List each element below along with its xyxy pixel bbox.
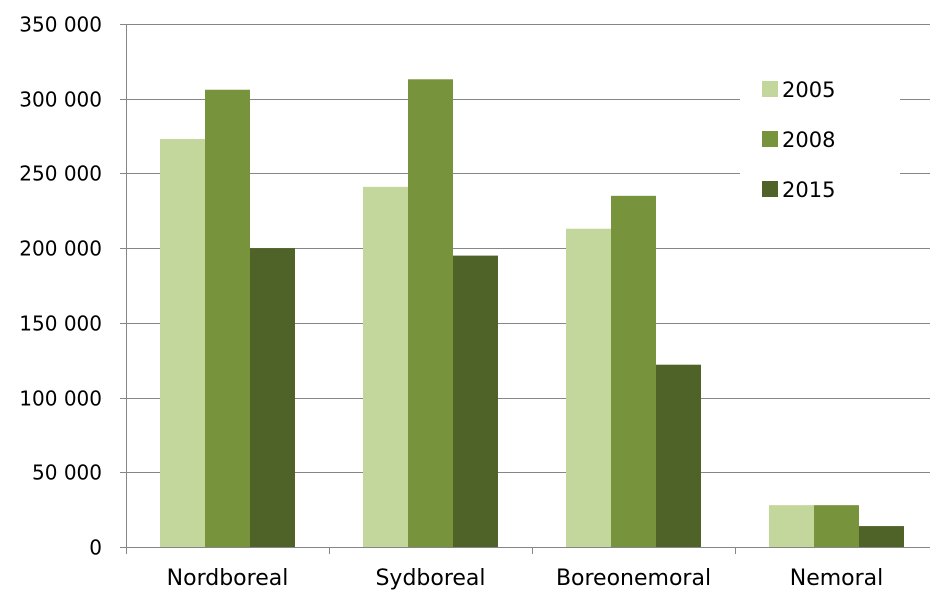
bar-2005-sydboreal (363, 186, 408, 547)
bar-2005-boreonemoral (566, 228, 611, 547)
bar-2015-boreonemoral (656, 364, 701, 547)
y-tick-label: 150 000 (19, 312, 102, 336)
y-tick-label: 300 000 (19, 88, 102, 112)
bar-2015-nordboreal (250, 248, 295, 547)
x-category-label: Nordboreal (167, 566, 289, 591)
x-category-label: Nemoral (790, 566, 884, 591)
y-tick-label: 50 000 (32, 461, 102, 485)
legend-label: 2005 (782, 78, 835, 102)
axes (120, 24, 930, 554)
legend-swatch-2008 (762, 131, 778, 147)
bar-2005-nemoral (769, 505, 814, 547)
legend-label: 2008 (782, 128, 835, 152)
legend-swatch-2015 (762, 181, 778, 197)
bar-2008-boreonemoral (611, 195, 656, 548)
bar-2005-nordboreal (160, 139, 205, 547)
legend-label: 2015 (782, 178, 835, 202)
bar-2015-sydboreal (453, 255, 498, 547)
bar-2008-nemoral (814, 505, 859, 547)
x-axis-category-labels: Nordboreal Sydboreal Boreonemoral Nemoral (167, 566, 884, 591)
bar-2008-sydboreal (408, 79, 453, 547)
y-tick-label: 200 000 (19, 237, 102, 261)
x-category-label: Sydboreal (375, 566, 485, 591)
bar-2008-nordboreal (205, 89, 250, 548)
legend: 2005 2008 2015 (740, 64, 900, 224)
y-tick-label: 250 000 (19, 162, 102, 186)
bar-2015-nemoral (859, 526, 904, 547)
y-tick-label: 0 (89, 536, 102, 560)
y-tick-label: 100 000 (19, 387, 102, 411)
x-category-label: Boreonemoral (556, 566, 711, 591)
y-axis-tick-labels: 0 50 000 100 000 150 000 200 000 250 000 300 0… (19, 13, 102, 560)
bar-series (160, 79, 904, 548)
y-tick-label: 350 000 (19, 13, 102, 37)
legend-swatch-2005 (762, 81, 778, 97)
